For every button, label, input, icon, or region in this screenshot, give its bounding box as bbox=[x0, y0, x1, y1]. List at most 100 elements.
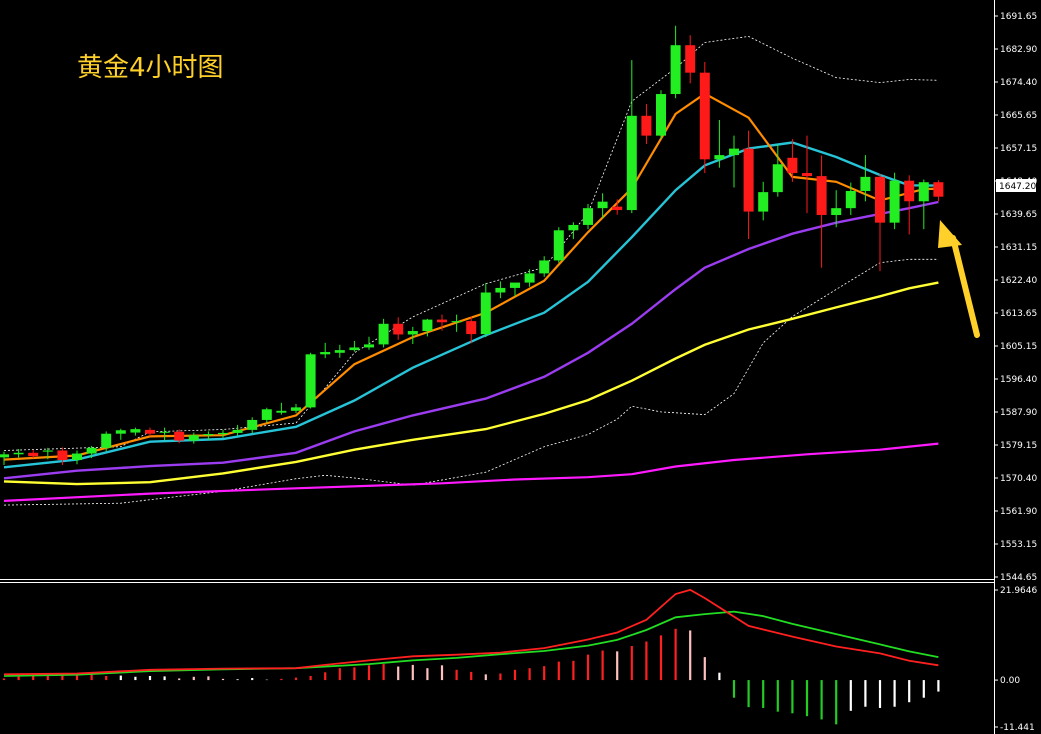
candle-body bbox=[699, 72, 710, 160]
candle-body bbox=[115, 430, 126, 434]
candle bbox=[247, 417, 258, 433]
candle-body bbox=[247, 419, 258, 430]
candle-body bbox=[349, 347, 360, 351]
candle-body bbox=[276, 410, 287, 413]
candle-body bbox=[524, 273, 535, 283]
candle-body bbox=[875, 176, 885, 223]
candle-body bbox=[378, 323, 389, 345]
candle bbox=[174, 429, 185, 444]
candle bbox=[889, 172, 900, 230]
candle bbox=[130, 427, 141, 436]
candle-body bbox=[291, 407, 301, 411]
candle-body bbox=[188, 435, 199, 441]
candle bbox=[145, 427, 155, 437]
candle bbox=[0, 451, 9, 465]
candle-body bbox=[612, 206, 623, 211]
macd-tick-label: 21.9646 bbox=[1000, 586, 1037, 596]
candle-body bbox=[451, 321, 462, 323]
candle-body bbox=[305, 354, 316, 408]
candle bbox=[699, 61, 710, 174]
candle bbox=[320, 342, 331, 359]
candle-body bbox=[407, 331, 418, 335]
candle-body bbox=[670, 45, 681, 95]
candle-body bbox=[130, 429, 141, 433]
candle bbox=[816, 155, 827, 268]
candle-body bbox=[626, 115, 637, 211]
candle-body bbox=[583, 208, 593, 225]
candle bbox=[933, 180, 944, 202]
candle-body bbox=[334, 350, 345, 353]
candle bbox=[57, 447, 68, 465]
candle bbox=[612, 199, 623, 215]
candle bbox=[232, 424, 243, 436]
candle-body bbox=[393, 323, 404, 335]
candle bbox=[743, 130, 754, 240]
candle bbox=[510, 282, 520, 297]
candle bbox=[553, 227, 564, 263]
candle bbox=[875, 173, 885, 272]
current-price-box bbox=[996, 179, 1036, 192]
candle-body bbox=[232, 429, 243, 433]
candle bbox=[918, 179, 929, 230]
candle-body bbox=[772, 164, 783, 193]
bollinger-upper-line bbox=[3, 35, 939, 451]
candle bbox=[115, 428, 126, 440]
candle bbox=[597, 193, 608, 219]
candle-body bbox=[495, 287, 506, 293]
ma-yellow-line bbox=[3, 281, 939, 486]
candle-body bbox=[364, 344, 374, 348]
candle-body bbox=[743, 148, 754, 212]
bollinger-bands bbox=[3, 35, 939, 506]
candle bbox=[583, 203, 593, 230]
macd-tick-label: 0.00 bbox=[1000, 676, 1020, 686]
candle bbox=[378, 318, 389, 348]
chart-title: 黄金4小时图 bbox=[77, 53, 224, 83]
ma-cyan-line bbox=[3, 141, 939, 469]
candle bbox=[568, 222, 579, 240]
candle bbox=[364, 336, 374, 350]
ma-magenta-line bbox=[3, 442, 939, 502]
candle bbox=[729, 135, 739, 188]
candle-body bbox=[918, 182, 929, 202]
candle-body bbox=[422, 319, 433, 332]
candle-body bbox=[174, 431, 185, 441]
candle bbox=[802, 135, 812, 214]
candle-body bbox=[28, 452, 39, 457]
candle-body bbox=[714, 155, 725, 160]
candle bbox=[407, 326, 418, 345]
macd-main-line bbox=[3, 588, 939, 676]
candle bbox=[656, 90, 666, 140]
candle-body bbox=[86, 447, 97, 454]
candle-body bbox=[831, 208, 842, 216]
candle bbox=[159, 427, 170, 441]
price-tick-label: 1674.40 bbox=[1000, 78, 1037, 88]
candle-body bbox=[597, 201, 608, 209]
bollinger-lower-line bbox=[3, 258, 939, 506]
candle-body bbox=[261, 409, 272, 420]
price-tick-label: 1691.65 bbox=[1000, 12, 1037, 22]
candle-body bbox=[466, 321, 477, 335]
candle bbox=[641, 103, 652, 145]
candle bbox=[685, 35, 696, 84]
price-tick-label: 1682.90 bbox=[1000, 45, 1037, 55]
candle-body bbox=[553, 230, 564, 261]
candle bbox=[276, 402, 287, 415]
candle-body bbox=[656, 94, 666, 136]
candle bbox=[451, 314, 462, 332]
current-price-tag: 1647.20 bbox=[996, 179, 1036, 192]
candle bbox=[480, 282, 491, 338]
candle bbox=[626, 60, 637, 214]
candle-body bbox=[787, 157, 798, 174]
candle bbox=[539, 256, 550, 277]
candle bbox=[291, 403, 301, 414]
candle-body bbox=[218, 432, 228, 435]
candle-body bbox=[13, 452, 24, 455]
candle bbox=[349, 340, 360, 352]
candle bbox=[670, 25, 681, 99]
candle bbox=[466, 316, 477, 344]
current-price-label: 1647.20 bbox=[999, 182, 1036, 192]
candle bbox=[758, 181, 769, 221]
candle-body bbox=[101, 433, 112, 448]
candle bbox=[393, 317, 404, 340]
